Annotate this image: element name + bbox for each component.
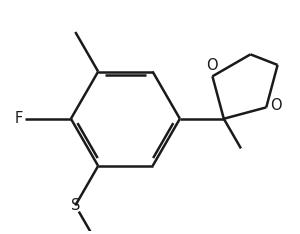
Text: O: O	[207, 58, 218, 73]
Text: S: S	[70, 198, 80, 213]
Text: F: F	[14, 111, 22, 126]
Text: O: O	[271, 98, 282, 113]
